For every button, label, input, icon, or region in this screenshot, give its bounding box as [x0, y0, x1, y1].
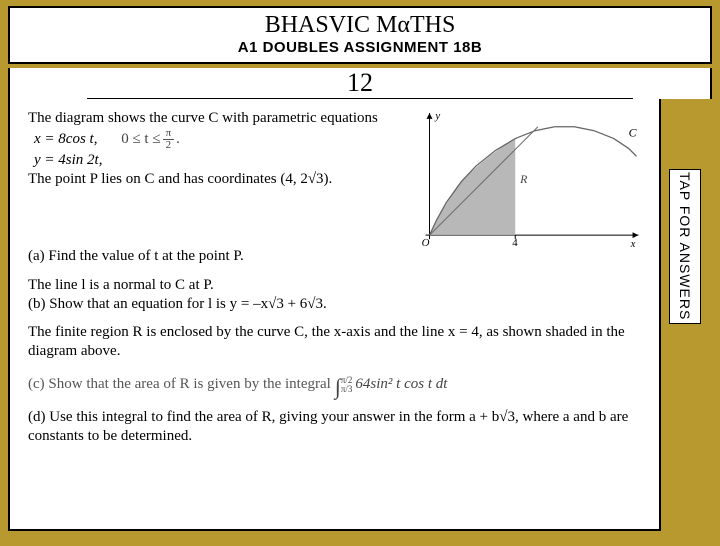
- label-r: R: [519, 172, 528, 186]
- page-subtitle: A1 DOUBLES ASSIGNMENT 18B: [10, 39, 710, 56]
- top-row: The diagram shows the curve C with param…: [28, 109, 645, 247]
- question-number-panel: 12: [8, 68, 712, 99]
- range-frac: π 2: [163, 128, 175, 151]
- eq-y: y = 4sin 2t,: [34, 151, 412, 170]
- integral-icon: ∫: [335, 373, 341, 401]
- label-o: O: [422, 237, 430, 247]
- label-4: 4: [512, 237, 518, 247]
- part-b: (b) Show that an equation for l is y = –…: [28, 296, 327, 312]
- content-panel: The diagram shows the curve C with param…: [8, 99, 661, 531]
- intro-block: The diagram shows the curve C with param…: [28, 109, 412, 188]
- label-c: C: [629, 126, 637, 140]
- page-title: BHASVIC MαTHS: [10, 12, 710, 39]
- int-lower-d: 3: [348, 385, 353, 394]
- range-den: 2: [166, 140, 172, 151]
- integral-expr: ∫ π/2 π/3 64sin² t cos t dt: [335, 371, 448, 399]
- integrand: 64sin² t cos t dt: [355, 375, 447, 394]
- intro-line1: The diagram shows the curve C with param…: [28, 109, 412, 128]
- normal-block: The line l is a normal to C at P. (b) Sh…: [28, 276, 645, 314]
- title-pre: BHASVIC M: [265, 12, 398, 38]
- answers-tab[interactable]: TAP FOR ANSWERS: [669, 169, 701, 324]
- title-post: THS: [410, 12, 455, 38]
- intro-line2: The point P lies on C and has coordinate…: [28, 170, 412, 189]
- title-alpha: α: [397, 12, 410, 38]
- y-arrow-icon: [427, 113, 433, 119]
- question-number: 12: [87, 68, 633, 99]
- int-lower-n: π: [341, 385, 346, 394]
- region-text: The finite region R is enclosed by the c…: [28, 323, 645, 361]
- part-c: (c) Show that the area of R is given by …: [28, 371, 645, 399]
- line-l: The line l is a normal to C at P.: [28, 277, 214, 293]
- range-inline: 0 ≤ t ≤ π 2 .: [121, 128, 180, 151]
- content-outer: The diagram shows the curve C with param…: [8, 99, 712, 531]
- label-y: y: [434, 110, 440, 122]
- integral-bounds: π/2 π/3: [341, 376, 353, 394]
- range-num: π: [163, 128, 175, 140]
- header-panel: BHASVIC MαTHS A1 DOUBLES ASSIGNMENT 18B: [8, 6, 712, 64]
- part-d: (d) Use this integral to find the area o…: [28, 408, 645, 446]
- curve-diagram: y x O 4 C R: [420, 109, 645, 247]
- eq-x: x = 8cos t,: [34, 131, 97, 147]
- range-lead: 0 ≤ t ≤: [121, 130, 160, 149]
- answers-tab-label: TAP FOR ANSWERS: [677, 172, 693, 320]
- shaded-region: [429, 139, 515, 236]
- part-c-lead: (c) Show that the area of R is given by …: [28, 375, 331, 394]
- part-a: (a) Find the value of t at the point P.: [28, 247, 645, 266]
- label-x: x: [630, 238, 636, 247]
